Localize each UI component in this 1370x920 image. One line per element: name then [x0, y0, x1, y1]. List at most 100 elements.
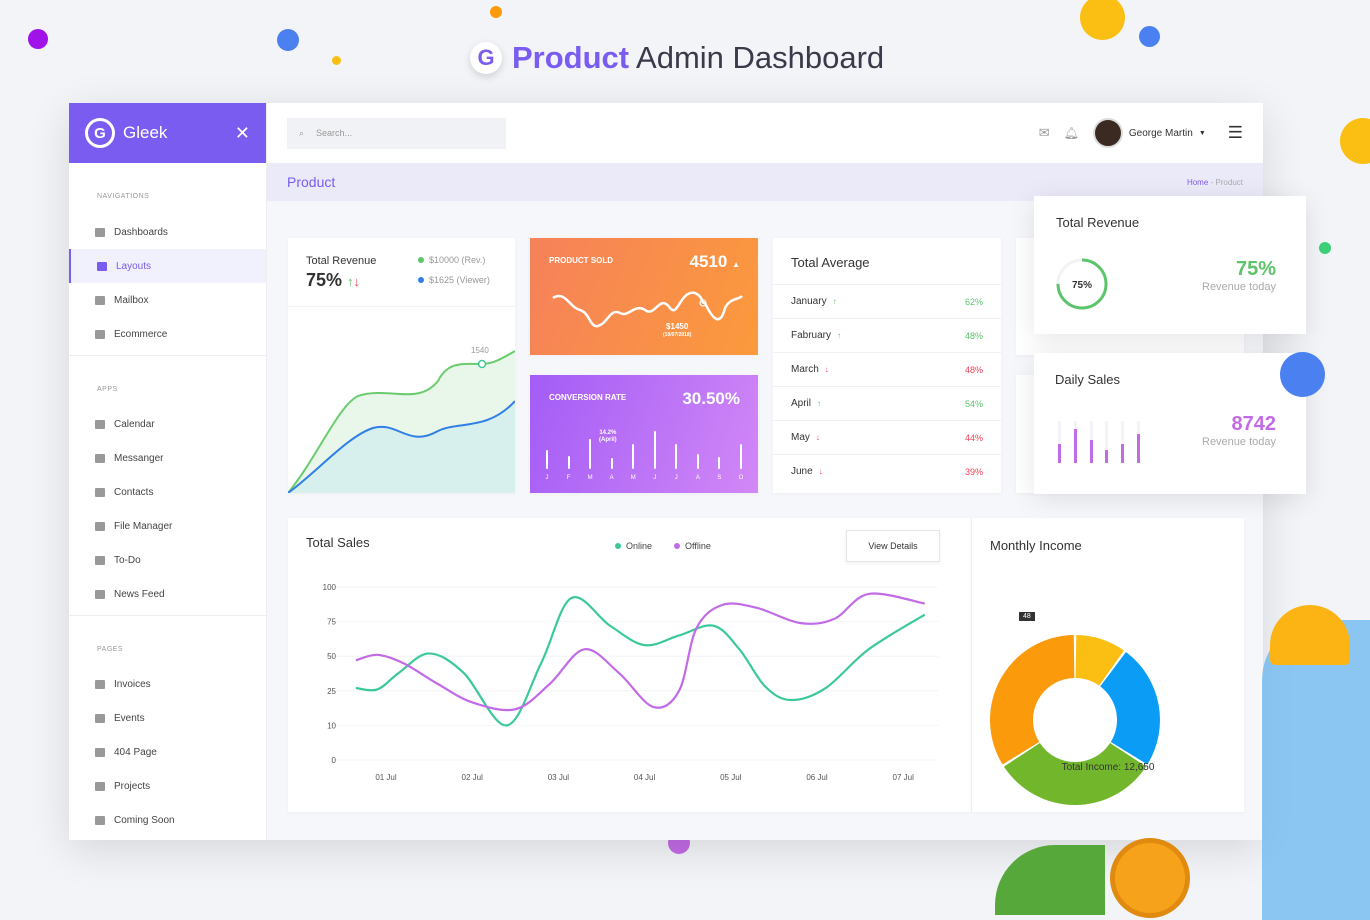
sidebar-item-layouts[interactable]: Layouts	[69, 249, 266, 283]
sidebar-item-label: Dashboards	[114, 226, 168, 238]
conversion-bar[interactable]	[632, 444, 635, 469]
avatar[interactable]	[1092, 118, 1123, 148]
conversion-bar[interactable]	[610, 457, 613, 469]
daily-sales-value: 8742	[1231, 413, 1277, 435]
legend-online[interactable]: Online	[615, 541, 652, 551]
sidebar-item-news-feed[interactable]: News Feed	[69, 577, 266, 611]
conversion-bar-group: O	[736, 427, 746, 481]
sidebar-item-dashboards[interactable]: Dashboards	[69, 215, 266, 249]
sidebar-item-events[interactable]: Events	[69, 701, 266, 735]
sidebar-item-file-manager[interactable]: File Manager	[69, 509, 266, 543]
donut-slice[interactable]	[1075, 635, 1124, 686]
legend-label: Offline	[685, 541, 711, 551]
decor-dot	[28, 29, 48, 49]
percent: 54%	[964, 398, 983, 409]
bell-icon[interactable]: 🔔︎	[1063, 126, 1079, 140]
sidebar-item-coming-soon[interactable]: Coming Soon	[69, 803, 266, 837]
up-down-arrows-icon: ↑↓	[347, 274, 361, 289]
decor-dot	[277, 29, 299, 51]
brand-name[interactable]: Gleek	[123, 123, 168, 142]
conversion-bar[interactable]	[546, 450, 548, 469]
daily-bar[interactable]	[1136, 433, 1140, 463]
average-row: March ↓ 48%	[773, 352, 1001, 386]
x-tick-label: 02 Jul	[462, 773, 484, 782]
month: April	[791, 398, 812, 409]
sidebar-item-404-page[interactable]: 404 Page	[69, 735, 266, 769]
legend-offline[interactable]: Offline	[674, 541, 711, 551]
chevron-down-icon[interactable]: ▼	[1198, 129, 1206, 137]
sidebar-item-label: Invoices	[114, 678, 151, 690]
sidebar-item-messanger[interactable]: Messanger	[69, 441, 266, 475]
daily-bar[interactable]	[1089, 439, 1093, 463]
view-details-button[interactable]: View Details	[846, 530, 940, 562]
card-title: Daily Sales	[1055, 372, 1121, 387]
percent: 44%	[964, 432, 983, 443]
breadcrumb-home[interactable]: Home	[1186, 177, 1209, 187]
calendar-icon	[95, 419, 105, 429]
average-row: January ↑ 62%	[773, 284, 1001, 318]
contacts-icon	[95, 487, 105, 497]
sidebar-item-ecommerce[interactable]: Ecommerce	[69, 317, 266, 351]
sparkline	[552, 291, 743, 328]
x-tick-label: 06 Jul	[806, 773, 828, 782]
sidebar-item-label: Mailbox	[114, 294, 149, 306]
sidebar-item-calendar[interactable]: Calendar	[69, 407, 266, 441]
conversion-bar[interactable]	[739, 444, 742, 469]
month: March	[791, 364, 819, 375]
sidebar-item-invoices[interactable]: Invoices	[69, 667, 266, 701]
donut-slice[interactable]	[1100, 651, 1160, 765]
percent: 48%	[964, 364, 983, 375]
conversion-bar[interactable]	[696, 453, 699, 469]
grid-icon	[95, 227, 105, 237]
donut-slice[interactable]	[990, 635, 1075, 765]
point-date: (10/07/2018)	[663, 332, 692, 338]
daily-bar[interactable]	[1058, 444, 1061, 463]
conversion-bar[interactable]	[718, 456, 721, 469]
user-name[interactable]: George Martin	[1128, 127, 1193, 139]
error-icon	[95, 747, 105, 757]
tooltip-value: 14.2%	[599, 430, 617, 436]
conversion-bar[interactable]	[567, 455, 570, 469]
point-marker[interactable]	[699, 299, 707, 307]
sidebar-item-label: 404 Page	[114, 746, 157, 758]
layout-icon	[97, 261, 107, 271]
sidebar-item-label: Ecommerce	[114, 328, 168, 340]
sidebar-item-contacts[interactable]: Contacts	[69, 475, 266, 509]
total-sales-chart: 0 10 25 50 75 100 01 Jul 02 Jul 03 Jul 04 Jul 05 J…	[323, 583, 938, 782]
sidebar-item-label: File Manager	[114, 520, 173, 532]
month-label: J	[674, 475, 678, 481]
search-input[interactable]: ⌕ Search...	[287, 117, 506, 149]
revenue-caption: Revenue today	[1202, 281, 1276, 293]
topbar: ⌕ Search... ✉ 🔔︎ George Martin ▼ ☰	[267, 103, 1263, 163]
tools-icon[interactable]: ✕	[234, 122, 250, 143]
conversion-bar[interactable]	[589, 438, 592, 469]
sidebar-item-to-do[interactable]: To-Do	[69, 543, 266, 577]
mail-icon[interactable]: ✉	[1038, 125, 1050, 140]
legend-label: $10000 (Rev.)	[429, 255, 486, 265]
tooltip-label: (April)	[599, 437, 617, 443]
sidebar-item-projects[interactable]: Projects	[69, 769, 266, 803]
conversion-bar-group: J	[671, 427, 681, 481]
point-marker[interactable]	[477, 359, 487, 369]
daily-bar[interactable]	[1121, 444, 1125, 463]
conversion-bar[interactable]	[653, 431, 656, 469]
donut-slice[interactable]	[1003, 743, 1147, 805]
daily-bar[interactable]	[1073, 429, 1077, 463]
month: January	[791, 296, 827, 307]
card-title: Total Revenue	[306, 255, 377, 267]
sidebar-item-profile[interactable]: Profile	[69, 837, 266, 840]
sidebar-item-label: News Feed	[114, 588, 165, 600]
legend-rev: $10000 (Rev.)	[418, 255, 490, 265]
menu-icon[interactable]: ☰	[1227, 123, 1243, 142]
ring-label: 75%	[1072, 280, 1092, 291]
daily-bar-track	[1136, 421, 1140, 463]
mail-icon	[95, 295, 105, 305]
conversion-bar[interactable]	[675, 444, 678, 469]
card-title: PRODUCT SOLD	[549, 256, 613, 265]
x-tick-label: 07 Jul	[893, 773, 915, 782]
sidebar-item-mailbox[interactable]: Mailbox	[69, 283, 266, 317]
decor-dot	[1139, 26, 1160, 47]
daily-bar[interactable]	[1105, 450, 1109, 463]
product-sold-sparkline	[552, 291, 743, 328]
donut-badge: 48	[1019, 612, 1035, 621]
